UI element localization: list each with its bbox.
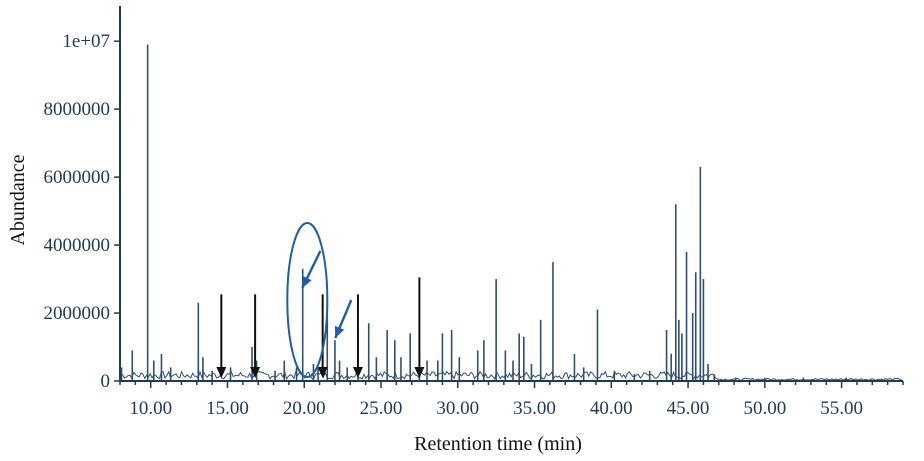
x-tick-label: 15.00 bbox=[206, 398, 249, 419]
annotations-layer bbox=[216, 222, 425, 378]
y-tick-label: 2000000 bbox=[44, 303, 111, 324]
x-tick-label: 50.00 bbox=[743, 398, 786, 419]
x-tick-label: 20.00 bbox=[283, 398, 326, 419]
y-tick-label: 4000000 bbox=[44, 235, 111, 256]
x-tick-label: 35.00 bbox=[513, 398, 556, 419]
x-tick-label: 30.00 bbox=[436, 398, 479, 419]
x-tick-label: 45.00 bbox=[667, 398, 710, 419]
baseline-trace bbox=[120, 370, 902, 381]
down-arrow-head bbox=[352, 367, 363, 378]
x-tick-label: 40.00 bbox=[590, 398, 633, 419]
down-arrow-head bbox=[216, 367, 227, 378]
y-axis-title: Abundance bbox=[7, 154, 29, 245]
axes-layer: 0 2000000 4000000 6000000 8000000 1e+07 10.00 1… bbox=[44, 6, 904, 419]
highlight-ellipse bbox=[286, 222, 329, 378]
y-tick-label: 6000000 bbox=[44, 167, 111, 188]
y-tick-label: 8000000 bbox=[44, 99, 111, 120]
peaks-layer bbox=[120, 44, 847, 381]
diagonal-arrow-head bbox=[334, 325, 345, 338]
down-arrow-head bbox=[414, 367, 425, 378]
down-arrow-head bbox=[317, 367, 328, 378]
x-axis-title: Retention time (min) bbox=[414, 433, 582, 455]
y-tick-label: 0 bbox=[101, 371, 111, 392]
down-arrow-head bbox=[250, 367, 261, 378]
x-tick-label: 10.00 bbox=[129, 398, 172, 419]
y-tick-label: 1e+07 bbox=[62, 31, 110, 52]
x-tick-label: 25.00 bbox=[360, 398, 403, 419]
baseline-noise bbox=[120, 370, 902, 381]
x-tick-label: 55.00 bbox=[820, 398, 863, 419]
diagonal-arrow-head bbox=[302, 275, 312, 288]
